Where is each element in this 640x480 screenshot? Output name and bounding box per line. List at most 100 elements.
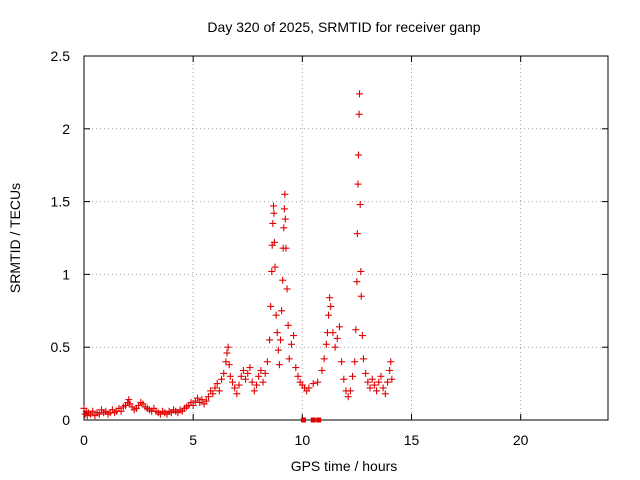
x-tick-label: 15 [404,432,420,448]
data-point [357,292,365,300]
data-point [267,302,275,310]
data-point [292,364,300,372]
data-point [327,302,335,310]
data-point [268,267,276,275]
data-point [281,215,289,223]
data-point [280,205,288,213]
data-point [284,321,292,329]
data-point [277,336,284,344]
data-point [239,366,247,374]
data-point [322,340,330,348]
data-point [233,390,241,398]
y-axis-title: SRMTID / TECUs [7,183,23,293]
data-point [362,369,370,377]
data-point [259,378,267,386]
data-point [285,355,293,363]
data-point [226,372,234,380]
data-point [377,372,385,380]
data-point [220,369,228,377]
data-point [310,417,316,423]
data-point [356,90,364,98]
data-point [194,394,202,402]
data-point [280,224,288,232]
data-point [125,396,133,404]
data-point [211,384,219,392]
data-point [225,361,233,369]
y-tick-label: 2 [62,121,70,137]
data-point [283,285,291,293]
data-point [290,332,298,340]
data-point [215,387,223,395]
x-tick-label: 5 [189,432,197,448]
data-point [386,366,394,374]
data-point [375,378,383,386]
data-point [242,375,250,383]
data-point [89,407,97,415]
data-point [320,355,328,363]
data-point [223,349,231,357]
data-point [333,334,341,342]
data-point [331,343,339,351]
data-point [316,417,322,423]
data-point [237,372,245,380]
data-point [274,346,282,354]
data-point [352,326,360,334]
chart-title: Day 320 of 2025, SRMTID for receiver gan… [207,19,480,35]
data-point [368,375,376,383]
data-point [204,393,212,401]
data-points [80,90,396,423]
data-point [354,151,362,159]
data-point [379,384,387,392]
data-point [266,336,274,344]
data-point [340,375,348,383]
data-point [309,380,317,388]
data-point [198,396,206,404]
data-point [222,358,230,366]
data-point [373,387,381,395]
data-point [224,343,232,351]
data-point [270,209,278,217]
data-point [248,378,256,386]
y-tick-label: 0 [62,412,70,428]
data-point [351,358,359,366]
data-point [346,387,354,395]
data-point [263,358,271,366]
data-point [381,390,389,398]
y-tick-label: 1.5 [51,194,71,210]
data-point [354,180,362,188]
data-point [270,202,278,210]
data-point [359,355,367,363]
data-point [318,366,326,374]
data-point [383,378,391,386]
y-tick-label: 1 [62,266,70,282]
x-tick-label: 10 [295,432,311,448]
axis-ticks: 0 5 10 15 20 0 0.5 1 1.5 2 2.5 [51,48,608,448]
data-point [270,238,278,246]
data-point [358,332,366,340]
data-point [353,230,361,238]
data-point [218,375,226,383]
data-point [314,378,322,386]
data-point [228,378,236,386]
data-point [282,244,290,252]
plot-frame [83,55,609,421]
data-point [329,329,337,337]
data-point [95,410,103,418]
data-point [387,358,395,366]
data-point [305,384,313,392]
data-point [255,372,263,380]
data-point [344,393,352,401]
data-point [261,369,269,377]
data-point [252,381,260,389]
data-point [370,381,378,389]
x-tick-label: 20 [513,432,529,448]
data-point [273,329,281,337]
data-point [271,263,279,271]
data-point [235,381,243,389]
y-tick-label: 0.5 [51,339,71,355]
data-point [244,369,252,377]
data-point [355,110,363,118]
data-point [388,375,396,383]
data-point [202,397,210,405]
